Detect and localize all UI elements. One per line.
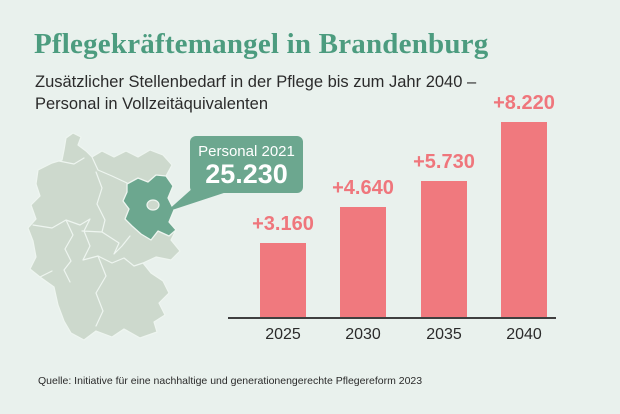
- callout-personal-2021: Personal 2021 25.230: [190, 136, 303, 193]
- bar-2025: [260, 243, 306, 318]
- bar-value-label: +5.730: [413, 151, 475, 173]
- page-title: Pflegekräftemangel in Brandenburg: [34, 28, 489, 60]
- subtitle-line-1: Zusätzlicher Stellenbedarf in der Pflege…: [35, 73, 477, 91]
- bar-group-2030: +4.640: [317, 177, 409, 318]
- bar-2030: [340, 207, 386, 318]
- bar-value-label: +8.220: [493, 92, 555, 114]
- callout-pointer: [166, 187, 242, 212]
- x-axis-line: [228, 317, 556, 319]
- source-note: Quelle: Initiative für eine nachhaltige …: [38, 375, 423, 387]
- state-borders: [32, 156, 144, 327]
- bar-value-label: +4.640: [332, 177, 394, 199]
- berlin-area: [146, 199, 160, 211]
- bar-group-2040: +8.220: [478, 92, 570, 318]
- bar-2040: [501, 122, 547, 318]
- subtitle: Zusätzlicher Stellenbedarf in der Pflege…: [35, 71, 476, 115]
- subtitle-line-2: Personal in Vollzeitäquivalenten: [35, 95, 268, 113]
- germany-outline: [27, 132, 181, 341]
- bar-group-2035: +5.730: [398, 151, 490, 318]
- x-tick-2025: 2025: [265, 326, 301, 343]
- bar-group-2025: +3.160: [237, 213, 329, 318]
- x-tick-2040: 2040: [506, 326, 542, 343]
- x-tick-2035: 2035: [426, 326, 462, 343]
- germany-map: [27, 132, 181, 341]
- bar-value-label: +3.160: [252, 213, 314, 235]
- bar-2035: [421, 181, 467, 318]
- callout-label: Personal 2021: [198, 143, 295, 160]
- callout-value: 25.230: [205, 159, 288, 189]
- x-tick-2030: 2030: [345, 326, 381, 343]
